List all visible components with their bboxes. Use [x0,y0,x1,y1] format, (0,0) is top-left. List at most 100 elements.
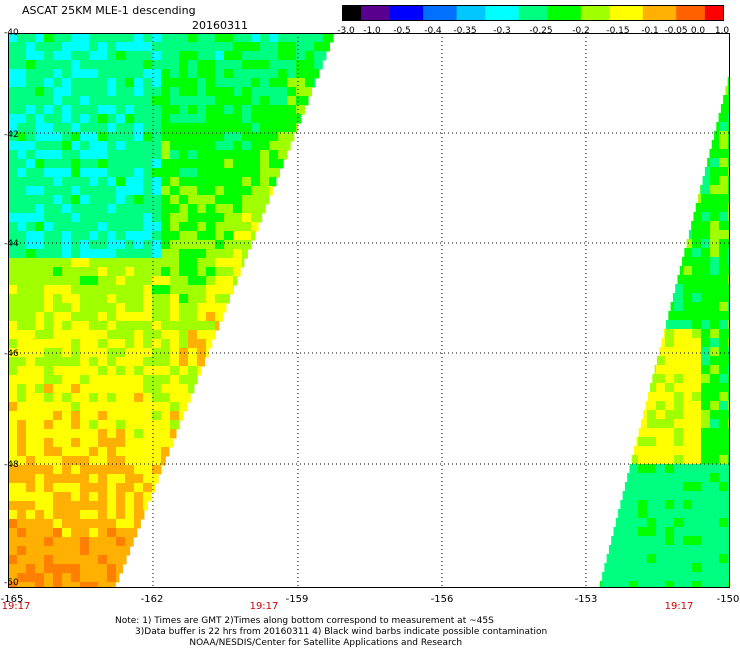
wind-cell [188,114,198,124]
wind-cell [35,411,45,421]
wind-cell [224,60,234,70]
wind-cell [98,141,108,151]
wind-cell [296,96,306,106]
color-scale-swatch [690,5,696,21]
lat-label: -48 [4,460,19,470]
wind-cell [656,455,666,465]
wind-cell [8,240,18,250]
color-scale-swatch [380,5,386,21]
wind-cell [161,51,171,61]
wind-cell [116,78,126,88]
wind-cell [35,312,45,322]
wind-cell [161,222,171,232]
wind-cell [242,204,252,214]
wind-cell [170,42,180,52]
wind-cell [53,96,63,106]
wind-cell [17,204,27,214]
wind-cell [44,573,54,583]
wind-cell [629,536,639,546]
wind-cell [701,401,711,411]
wind-cell [224,285,234,295]
color-scale-swatch [509,5,515,21]
wind-cell [242,114,252,124]
wind-cell [179,375,189,385]
wind-cell [152,132,162,142]
color-scale-swatch [413,5,420,21]
wind-cell [656,428,666,438]
wind-cell [134,204,144,214]
footnote-line: NOAA/NESDIS/Center for Satellite Applica… [189,638,463,648]
wind-cell [53,267,63,277]
wind-cell [188,213,198,223]
wind-cell [35,60,45,70]
wind-cell [719,176,729,186]
wind-cell [152,258,162,268]
wind-cell [692,464,702,474]
wind-cell [8,429,18,439]
wind-cell [242,213,252,223]
wind-cell [89,456,99,466]
wind-cell [170,132,180,142]
wind-cell [314,33,324,43]
wind-cell [98,474,108,484]
wind-cell [224,132,234,142]
wind-cell [719,464,729,474]
wind-cell [53,357,63,367]
color-scale-swatch [666,5,673,21]
wind-cell [62,555,72,565]
lat-label: -42 [4,130,19,140]
wind-cell [206,168,216,178]
wind-cell [188,249,198,259]
wind-cell [71,438,81,448]
wind-cell [215,249,225,259]
wind-cell [26,312,36,322]
wind-cell [152,411,162,421]
footnote-line: Note: 1) Times are GMT 2)Times along bot… [115,616,494,626]
wind-cell [17,60,27,70]
wind-cell [710,194,720,204]
wind-cell [26,195,36,205]
wind-cell [80,96,90,106]
wind-cell [8,447,18,457]
wind-cell [638,482,648,492]
wind-cell [206,150,216,160]
wind-cell [197,222,207,232]
wind-cell [125,429,135,439]
wind-cell [692,554,702,564]
wind-cell [188,330,198,340]
wind-cell [287,141,291,151]
wind-cell [116,168,126,178]
wind-cell [35,204,45,214]
wind-cell [71,123,81,133]
wind-cell [143,294,153,304]
wind-cell [161,141,171,151]
wind-cell [719,500,729,510]
wind-cell [80,249,90,259]
wind-cell [692,338,702,348]
wind-cell [26,555,36,565]
wind-cell [206,60,216,70]
wind-cell [116,483,126,493]
wind-cell [665,536,675,546]
wind-cell [26,348,36,358]
wind-cell [179,42,189,52]
wind-cell [278,51,288,61]
wind-cell [224,33,234,43]
wind-cell [17,438,27,448]
wind-cell [719,392,729,402]
wind-cell [674,455,684,465]
wind-cell [116,456,126,466]
wind-cell [674,311,684,321]
wind-cell [44,141,54,151]
wind-cell [89,267,99,277]
wind-cell [98,339,108,349]
wind-cell [161,69,171,79]
wind-cell [143,87,153,97]
wind-cell [692,266,702,276]
wind-cell [638,491,648,501]
wind-cell [107,330,117,340]
wind-cell [251,123,261,133]
wind-cell [215,78,225,88]
wind-cell [701,428,711,438]
wind-cell [98,276,108,286]
